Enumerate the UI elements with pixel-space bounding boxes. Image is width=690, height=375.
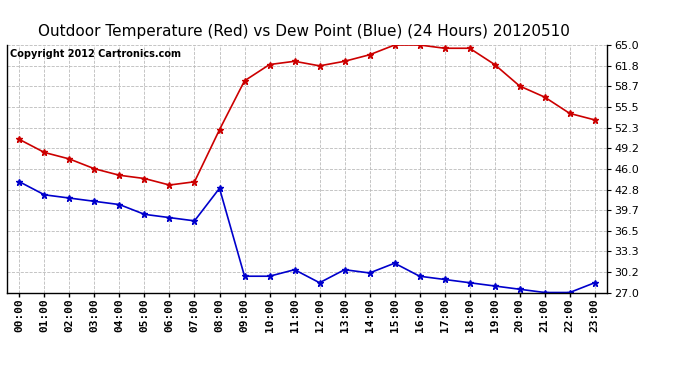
Text: Copyright 2012 Cartronics.com: Copyright 2012 Cartronics.com [10, 49, 181, 59]
Text: Outdoor Temperature (Red) vs Dew Point (Blue) (24 Hours) 20120510: Outdoor Temperature (Red) vs Dew Point (… [38, 24, 569, 39]
